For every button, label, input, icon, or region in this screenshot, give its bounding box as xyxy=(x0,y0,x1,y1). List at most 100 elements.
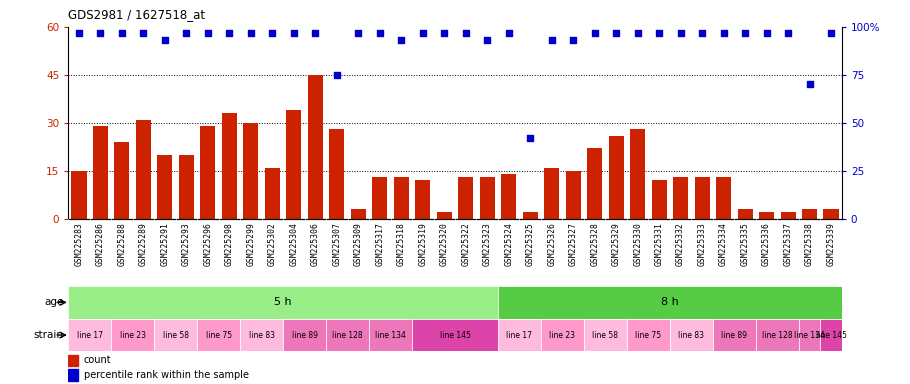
Text: GSM225335: GSM225335 xyxy=(741,222,750,266)
Text: line 89: line 89 xyxy=(291,331,318,339)
Bar xyxy=(415,180,430,219)
Bar xyxy=(630,129,645,219)
Point xyxy=(716,30,731,36)
Bar xyxy=(369,319,412,351)
Bar xyxy=(93,126,108,219)
Bar xyxy=(522,212,538,219)
Bar xyxy=(716,177,731,219)
Bar xyxy=(781,212,795,219)
Bar xyxy=(68,319,111,351)
Text: line 17: line 17 xyxy=(76,331,103,339)
Point xyxy=(480,37,494,43)
Bar xyxy=(673,177,688,219)
Point xyxy=(93,30,107,36)
Text: GSM225309: GSM225309 xyxy=(354,222,363,266)
Text: line 17: line 17 xyxy=(507,331,532,339)
Point xyxy=(200,30,215,36)
Text: line 23: line 23 xyxy=(120,331,146,339)
Bar xyxy=(566,171,581,219)
Point xyxy=(695,30,710,36)
Bar xyxy=(154,319,197,351)
Bar xyxy=(627,319,670,351)
Bar xyxy=(111,319,154,351)
Text: GSM225283: GSM225283 xyxy=(75,222,84,266)
Point xyxy=(652,30,666,36)
Point xyxy=(609,30,623,36)
Text: line 145: line 145 xyxy=(440,331,470,339)
Bar xyxy=(179,155,194,219)
Bar xyxy=(329,129,344,219)
Text: GSM225320: GSM225320 xyxy=(440,222,449,266)
Bar xyxy=(652,180,667,219)
Point xyxy=(416,30,430,36)
Text: GSM225337: GSM225337 xyxy=(784,222,793,266)
Text: line 58: line 58 xyxy=(592,331,619,339)
Text: GSM225304: GSM225304 xyxy=(289,222,298,266)
Bar xyxy=(308,75,323,219)
Point xyxy=(738,30,753,36)
Bar xyxy=(197,319,240,351)
Text: GSM225333: GSM225333 xyxy=(698,222,706,266)
Bar xyxy=(115,142,129,219)
Text: GSM225339: GSM225339 xyxy=(826,222,835,266)
Text: line 128: line 128 xyxy=(762,331,793,339)
Bar xyxy=(222,113,237,219)
Text: GSM225332: GSM225332 xyxy=(676,222,685,266)
Point xyxy=(781,30,795,36)
Text: GSM225334: GSM225334 xyxy=(719,222,728,266)
Text: line 83: line 83 xyxy=(248,331,275,339)
Text: GSM225329: GSM225329 xyxy=(612,222,621,266)
Bar xyxy=(694,177,710,219)
Text: count: count xyxy=(84,356,111,366)
Bar xyxy=(200,126,216,219)
Bar xyxy=(824,209,838,219)
Point xyxy=(587,30,602,36)
Text: GSM225330: GSM225330 xyxy=(633,222,642,266)
Text: GSM225306: GSM225306 xyxy=(311,222,319,266)
Point xyxy=(631,30,645,36)
Point xyxy=(523,135,538,141)
Bar xyxy=(799,319,820,351)
Text: GSM225327: GSM225327 xyxy=(569,222,578,266)
Point xyxy=(501,30,516,36)
Point xyxy=(759,30,774,36)
Point xyxy=(803,81,817,88)
Text: GSM225307: GSM225307 xyxy=(332,222,341,266)
Text: 8 h: 8 h xyxy=(661,297,679,308)
Point xyxy=(265,30,279,36)
Point xyxy=(459,30,473,36)
Point xyxy=(308,30,323,36)
Text: GSM225289: GSM225289 xyxy=(139,222,148,266)
Bar xyxy=(136,120,151,219)
Bar xyxy=(350,209,366,219)
Text: GSM225323: GSM225323 xyxy=(482,222,491,266)
Text: GSM225322: GSM225322 xyxy=(461,222,470,266)
Bar xyxy=(437,212,451,219)
Point xyxy=(136,30,151,36)
Text: GSM225318: GSM225318 xyxy=(397,222,406,266)
Bar xyxy=(326,319,369,351)
Point xyxy=(287,30,301,36)
Bar xyxy=(759,212,774,219)
Point xyxy=(824,30,838,36)
Text: GSM225299: GSM225299 xyxy=(247,222,256,266)
Bar xyxy=(412,319,498,351)
Text: GSM225326: GSM225326 xyxy=(547,222,556,266)
Bar xyxy=(587,149,602,219)
Bar xyxy=(541,319,584,351)
Text: age: age xyxy=(45,297,64,308)
Text: GSM225325: GSM225325 xyxy=(526,222,535,266)
Text: GSM225328: GSM225328 xyxy=(591,222,599,266)
Text: strain: strain xyxy=(34,330,64,340)
Text: GSM225298: GSM225298 xyxy=(225,222,234,266)
Text: GSM225302: GSM225302 xyxy=(268,222,277,266)
Text: GSM225291: GSM225291 xyxy=(160,222,169,266)
Bar xyxy=(609,136,623,219)
Text: line 89: line 89 xyxy=(722,331,747,339)
Text: line 75: line 75 xyxy=(635,331,662,339)
Text: GSM225319: GSM225319 xyxy=(419,222,428,266)
Point xyxy=(329,72,344,78)
Text: GSM225336: GSM225336 xyxy=(762,222,771,266)
Bar xyxy=(240,319,283,351)
Text: line 128: line 128 xyxy=(332,331,363,339)
